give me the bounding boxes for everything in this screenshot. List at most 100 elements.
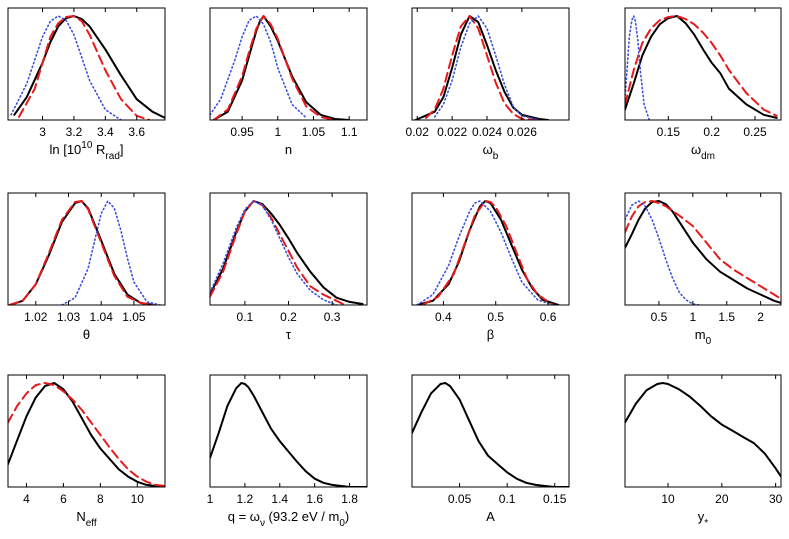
- x-tick-label: 0.15: [657, 125, 681, 139]
- x-tick-label: 20: [715, 492, 729, 506]
- x-tick-label: 0.15: [543, 492, 567, 506]
- x-axis-label: n: [285, 142, 292, 157]
- x-tick-label: 1.02: [24, 310, 48, 324]
- x-tick-label: 0.4: [435, 310, 452, 324]
- dotted-curve: [210, 15, 308, 119]
- dotted-curve: [433, 15, 541, 120]
- x-tick-label: 1.2: [237, 492, 254, 506]
- x-tick-label: 1: [274, 125, 281, 139]
- solid-curve: [414, 15, 550, 120]
- x-tick-label: 0.022: [437, 125, 467, 139]
- x-tick-label: 1.4: [271, 492, 288, 506]
- x-axis-label: θ: [83, 327, 90, 342]
- dotted-curve: [625, 200, 701, 305]
- x-tick-label: 4: [23, 492, 30, 506]
- x-tick-label: 0.2: [703, 125, 720, 139]
- plot-frame: [411, 374, 570, 488]
- x-axis-label: τ: [286, 327, 292, 342]
- subplot-10: 1 1.2 1.4 1.6 1.8 q = ων (93.2 eV / m0): [207, 374, 368, 529]
- x-tick-label: 3.6: [128, 125, 145, 139]
- x-axis-label: ωdm: [691, 142, 715, 162]
- subplot-6: 0.1 0.2 0.3 τ: [209, 192, 368, 342]
- plot-frame: [7, 7, 166, 121]
- subplot-4: 0.15 0.2 0.25 ωdm: [624, 7, 782, 162]
- x-tick-label: 2: [757, 310, 764, 324]
- x-tick-label: 0.024: [472, 125, 502, 139]
- plot-frame: [7, 192, 166, 306]
- solid-curve: [625, 382, 781, 478]
- x-axis-label: β: [487, 327, 494, 342]
- subplot-8: 0.5 1 1.5 2 m0: [624, 192, 782, 347]
- subplot-12: 10 20 30 y*: [624, 374, 783, 529]
- x-tick-label: 1.05: [302, 125, 326, 139]
- plot-frame: [209, 192, 368, 306]
- dotted-curve: [61, 200, 161, 305]
- plot-frame: [624, 192, 782, 306]
- x-tick-label: 3: [39, 125, 46, 139]
- subplot-2: 0.95 1 1.05 1.1 n: [209, 7, 368, 157]
- x-tick-label: 0.25: [743, 125, 767, 139]
- dashed-curve: [8, 200, 155, 305]
- subplot-11: 0.05 0.1 0.15 A: [411, 374, 570, 524]
- x-axis-label: ln [1010 Rrad]: [49, 140, 123, 162]
- x-axis-label: m0: [695, 327, 712, 347]
- dotted-curve: [10, 15, 122, 120]
- x-tick-label: 1.6: [306, 492, 323, 506]
- dashed-curve: [210, 200, 347, 305]
- dashed-curve: [421, 200, 555, 305]
- x-tick-label: 1: [689, 310, 696, 324]
- solid-curve: [210, 382, 367, 487]
- dashed-curve: [212, 15, 336, 120]
- subplot-5: 1.02 1.03 1.04 1.05 θ: [7, 192, 166, 342]
- solid-curve: [8, 382, 165, 487]
- x-tick-label: 0.1: [237, 310, 254, 324]
- x-tick-label: 1.04: [90, 310, 114, 324]
- solid-curve: [416, 200, 560, 305]
- x-tick-label: 30: [769, 492, 783, 506]
- x-tick-label: 1.8: [341, 492, 358, 506]
- x-tick-label: 1: [207, 492, 214, 506]
- x-tick-label: 0.02: [406, 125, 430, 139]
- x-tick-label: 0.1: [499, 492, 516, 506]
- x-axis-label: A: [486, 509, 495, 524]
- x-tick-label: 1.5: [718, 310, 735, 324]
- x-tick-label: 6: [60, 492, 67, 506]
- solid-curve: [412, 382, 569, 487]
- x-tick-label: 0.026: [507, 125, 537, 139]
- x-tick-label: 0.5: [487, 310, 504, 324]
- x-tick-label: 0.95: [230, 125, 254, 139]
- x-tick-label: 1.1: [341, 125, 358, 139]
- subplot-9: 4 6 8 10 Neff: [7, 374, 166, 529]
- plot-frame: [624, 374, 782, 488]
- solid-curve: [212, 15, 351, 120]
- plot-frame: [411, 192, 570, 306]
- x-tick-label: 3.2: [66, 125, 83, 139]
- dashed-curve: [8, 382, 165, 487]
- x-axis-label: ωb: [483, 142, 499, 162]
- solid-curve: [625, 200, 781, 304]
- dashed-curve: [425, 15, 541, 120]
- x-tick-label: 1.03: [57, 310, 81, 324]
- subplot-7: 0.4 0.5 0.6 β: [411, 192, 570, 342]
- solid-curve: [13, 15, 165, 119]
- dotted-curve: [416, 200, 555, 305]
- x-tick-label: 0.3: [324, 310, 341, 324]
- x-tick-label: 0.6: [540, 310, 557, 324]
- plot-frame: [624, 7, 782, 121]
- dashed-curve: [625, 200, 781, 300]
- plot-frame: [209, 7, 368, 121]
- x-axis-label: Neff: [76, 509, 97, 529]
- solid-curve: [625, 15, 778, 119]
- dashed-curve: [18, 15, 151, 120]
- subplot-1: 3 3.2 3.4 3.6 ln [1010 Rrad]: [7, 7, 166, 162]
- plot-frame: [411, 7, 570, 121]
- x-axis-label: y*: [698, 509, 709, 529]
- x-tick-label: 0.5: [651, 310, 668, 324]
- subplot-3: 0.02 0.022 0.024 0.026 ωb: [406, 7, 570, 162]
- plot-frame: [209, 374, 368, 488]
- x-tick-label: 1.05: [122, 310, 146, 324]
- x-tick-label: 0.2: [280, 310, 297, 324]
- x-axis-label: q = ων (93.2 eV / m0): [228, 509, 350, 529]
- x-tick-label: 0.05: [448, 492, 472, 506]
